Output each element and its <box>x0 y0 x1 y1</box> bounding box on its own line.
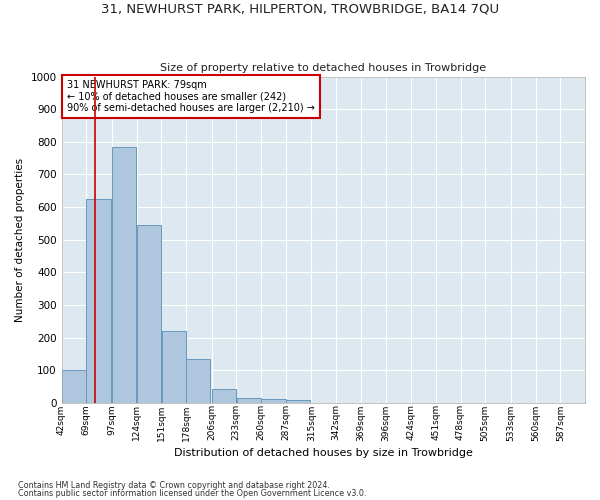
Text: Contains public sector information licensed under the Open Government Licence v3: Contains public sector information licen… <box>18 489 367 498</box>
Text: 31, NEWHURST PARK, HILPERTON, TROWBRIDGE, BA14 7QU: 31, NEWHURST PARK, HILPERTON, TROWBRIDGE… <box>101 2 499 16</box>
Bar <box>161 331 186 403</box>
Text: 31 NEWHURST PARK: 79sqm
← 10% of detached houses are smaller (242)
90% of semi-d: 31 NEWHURST PARK: 79sqm ← 10% of detache… <box>67 80 314 113</box>
Bar <box>112 146 136 403</box>
Bar <box>286 400 310 403</box>
Title: Size of property relative to detached houses in Trowbridge: Size of property relative to detached ho… <box>160 63 487 73</box>
Bar <box>86 199 111 403</box>
Text: Contains HM Land Registry data © Crown copyright and database right 2024.: Contains HM Land Registry data © Crown c… <box>18 480 330 490</box>
Bar <box>212 389 236 403</box>
Bar <box>236 398 261 403</box>
Bar <box>261 399 286 403</box>
Bar <box>62 370 86 403</box>
Y-axis label: Number of detached properties: Number of detached properties <box>15 158 25 322</box>
X-axis label: Distribution of detached houses by size in Trowbridge: Distribution of detached houses by size … <box>174 448 473 458</box>
Bar <box>137 225 161 403</box>
Bar <box>186 358 211 403</box>
